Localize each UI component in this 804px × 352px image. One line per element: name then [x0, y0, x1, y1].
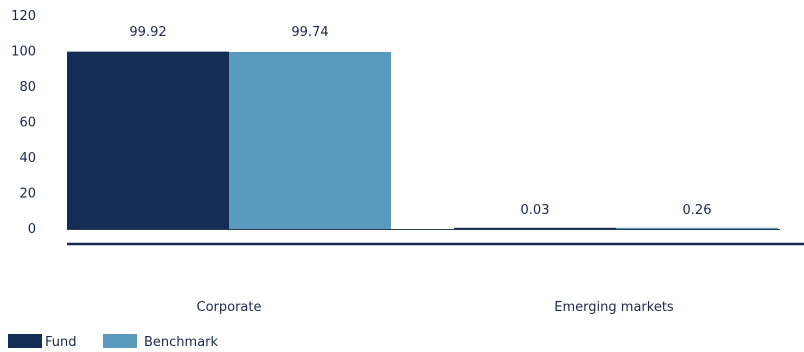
bars: [67, 51, 780, 230]
legend-label-benchmark: Benchmark: [144, 335, 219, 350]
bar-benchmark-emerging-markets: [616, 227, 778, 229]
y-tick-label: 60: [19, 116, 36, 131]
y-tick-label: 100: [11, 45, 36, 60]
y-tick-label: 80: [19, 80, 36, 95]
y-tick-label: 20: [19, 187, 36, 202]
legend-label-fund: Fund: [45, 335, 77, 350]
y-tick-label: 0: [28, 222, 36, 237]
bar-fund-emerging-markets: [454, 227, 616, 229]
data-label: 99.74: [291, 25, 328, 40]
category-label: Corporate: [197, 300, 262, 315]
legend-swatch-fund: [8, 334, 42, 348]
y-tick-label: 120: [11, 9, 36, 24]
y-tick-label: 40: [19, 151, 36, 166]
data-label: 0.26: [683, 203, 712, 218]
bar-benchmark-corporate: [229, 51, 391, 229]
data-label: 0.03: [521, 203, 550, 218]
data-labels: 99.92 99.74 0.03 0.26: [129, 25, 711, 218]
category-label: Emerging markets: [554, 300, 674, 315]
bar-fund-corporate: [67, 51, 229, 229]
y-axis-ticks: 0 20 40 60 80 100 120: [11, 9, 36, 237]
category-labels: Corporate Emerging markets: [197, 300, 674, 315]
legend-swatch-benchmark: [103, 334, 137, 348]
legend: Fund Benchmark: [8, 334, 219, 350]
data-label: 99.92: [129, 25, 166, 40]
